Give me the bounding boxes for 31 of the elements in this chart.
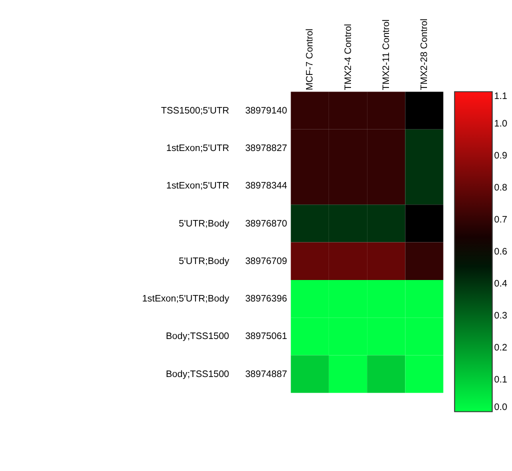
y2-tick-label: 38976396 bbox=[245, 292, 288, 304]
y-tick-label: TSS1500;5'UTR bbox=[160, 104, 230, 116]
y-tick-label: 1stExon;5'UTR bbox=[166, 142, 230, 153]
y2-tick-label: 38976870 bbox=[245, 217, 288, 228]
color-bar-label: 1.1 bbox=[494, 90, 508, 102]
y2-tick-label: 38976709 bbox=[245, 254, 288, 266]
y-tick-label: 5'UTR;Body bbox=[178, 254, 230, 266]
color-bar-label: 0.8 bbox=[494, 182, 508, 193]
y2-tick-label: 38979140 bbox=[245, 104, 288, 116]
y-tick-label: 1stExon;5'UTR bbox=[166, 180, 230, 191]
y2-tick-label: 38974887 bbox=[245, 368, 288, 379]
color-bar-label: 0.0 bbox=[494, 400, 508, 412]
x-tick-label: TMX2-11 Control bbox=[380, 19, 391, 90]
y-tick-label: Body;TSS1500 bbox=[166, 368, 230, 379]
y-tick-label: Body;TSS1500 bbox=[166, 330, 230, 342]
x-tick-label: TMX2-28 Control bbox=[418, 18, 430, 90]
color-bar-label: 0.7 bbox=[494, 214, 508, 225]
color-bar-label: 0.4 bbox=[494, 278, 508, 289]
y2-tick-label: 38978827 bbox=[245, 142, 288, 153]
x-tick-label: TMX2-4 Control bbox=[342, 24, 353, 90]
color-bar-label: 0.3 bbox=[494, 310, 508, 321]
y2-tick-label: 38975061 bbox=[245, 330, 288, 342]
color-bar-label: 1.0 bbox=[494, 118, 508, 129]
color-bar-label: 0.1 bbox=[494, 374, 508, 385]
y-tick-label: 5'UTR;Body bbox=[178, 217, 230, 228]
color-bar-label: 0.9 bbox=[494, 150, 508, 161]
x-tick-label: MCF-7 Control bbox=[304, 28, 315, 90]
color-bar-label: 0.6 bbox=[494, 246, 508, 257]
y-tick-label: 1stExon;5'UTR;Body bbox=[142, 292, 230, 304]
y2-tick-label: 38978344 bbox=[245, 180, 288, 191]
color-bar-label: 0.2 bbox=[494, 342, 508, 353]
